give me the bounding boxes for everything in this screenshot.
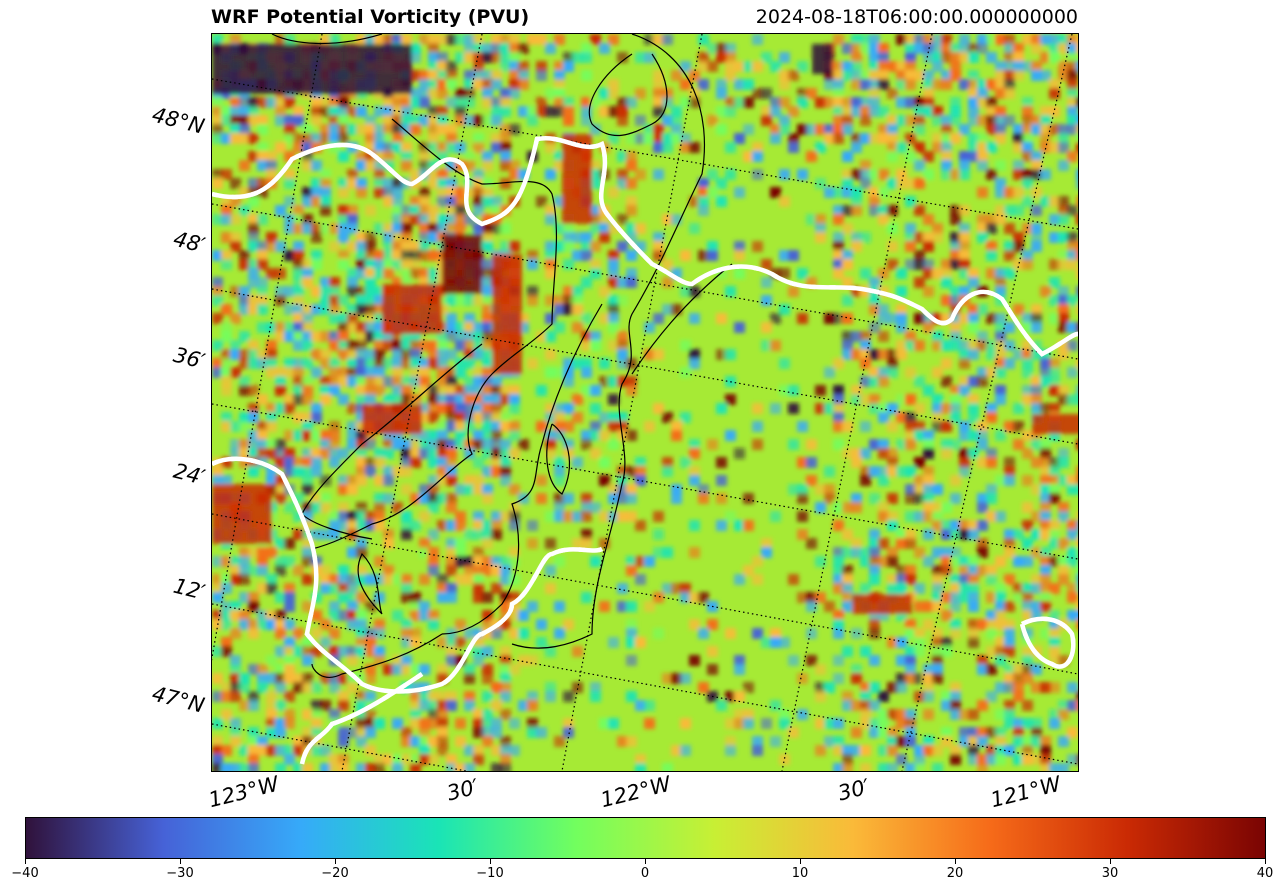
colorbar-tick — [645, 859, 646, 864]
lon-label: 30′ — [835, 774, 872, 806]
lat-label: 47°N — [149, 681, 207, 718]
lat-label: 48°N — [149, 102, 207, 139]
colorbar-tick — [335, 859, 336, 864]
lat-label: 48′ — [170, 226, 207, 258]
gridline — [901, 34, 1073, 771]
colorbar-tick-label: 0 — [640, 866, 650, 881]
colorbar-tick-label: −10 — [476, 866, 504, 881]
colorbar-tick-label: −30 — [166, 866, 194, 881]
colorbar-tick-label: −20 — [321, 866, 349, 881]
colorbar-tick-label: 30 — [1101, 866, 1119, 881]
colorbar-tick — [955, 859, 956, 864]
lon-label: 30′ — [444, 774, 481, 806]
colorbar-tick — [490, 859, 491, 864]
map-panel[interactable] — [211, 33, 1079, 772]
lon-label: 121°W — [988, 771, 1064, 813]
lat-label: 36′ — [170, 342, 207, 374]
lon-label: 122°W — [598, 771, 674, 813]
colorbar-tick — [180, 859, 181, 864]
lat-label: 24′ — [170, 458, 207, 490]
map-title: WRF Potential Vorticity (PVU) — [211, 6, 530, 28]
graticule — [212, 34, 1078, 771]
pv-field-map — [212, 34, 1078, 771]
colorbar-tick-label: −40 — [11, 866, 39, 881]
lat-label: 12′ — [170, 573, 207, 605]
gridline — [212, 34, 323, 662]
colorbar-tick — [1265, 859, 1266, 864]
colorbar-tick-label: 40 — [1256, 866, 1274, 881]
colorbar-tick-label: 20 — [946, 866, 964, 881]
gridline — [781, 34, 933, 771]
colorbar — [25, 817, 1266, 859]
colorbar-tick — [1110, 859, 1111, 864]
valid-time: 2024-08-18T06:00:00.000000000 — [755, 6, 1078, 28]
colorbar-tick-label: 10 — [791, 866, 809, 881]
colorbar-tick — [800, 859, 801, 864]
lon-label: 123°W — [206, 771, 282, 813]
gridline — [212, 603, 1078, 765]
colorbar-tick — [25, 859, 26, 864]
pv-field-cells — [212, 34, 1078, 771]
gridline — [212, 513, 1078, 675]
